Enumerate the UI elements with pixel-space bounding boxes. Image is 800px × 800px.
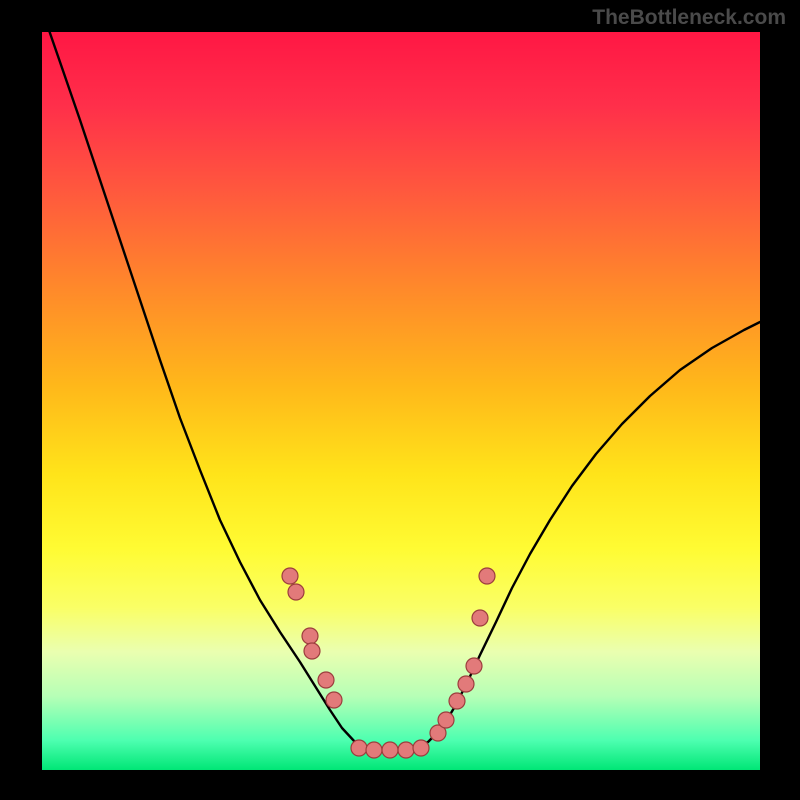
- data-marker: [466, 658, 482, 674]
- data-marker: [398, 742, 414, 758]
- watermark-text: TheBottleneck.com: [592, 6, 786, 30]
- data-marker: [282, 568, 298, 584]
- data-marker: [318, 672, 334, 688]
- data-marker: [351, 740, 367, 756]
- data-marker: [366, 742, 382, 758]
- data-marker: [438, 712, 454, 728]
- data-marker: [382, 742, 398, 758]
- data-marker: [413, 740, 429, 756]
- data-marker: [304, 643, 320, 659]
- data-marker: [458, 676, 474, 692]
- data-marker: [302, 628, 318, 644]
- marker-group: [282, 568, 495, 758]
- data-marker: [479, 568, 495, 584]
- chart-svg: [0, 0, 800, 800]
- data-marker: [326, 692, 342, 708]
- data-marker: [288, 584, 304, 600]
- bottleneck-curve: [42, 10, 760, 750]
- data-marker: [472, 610, 488, 626]
- data-marker: [449, 693, 465, 709]
